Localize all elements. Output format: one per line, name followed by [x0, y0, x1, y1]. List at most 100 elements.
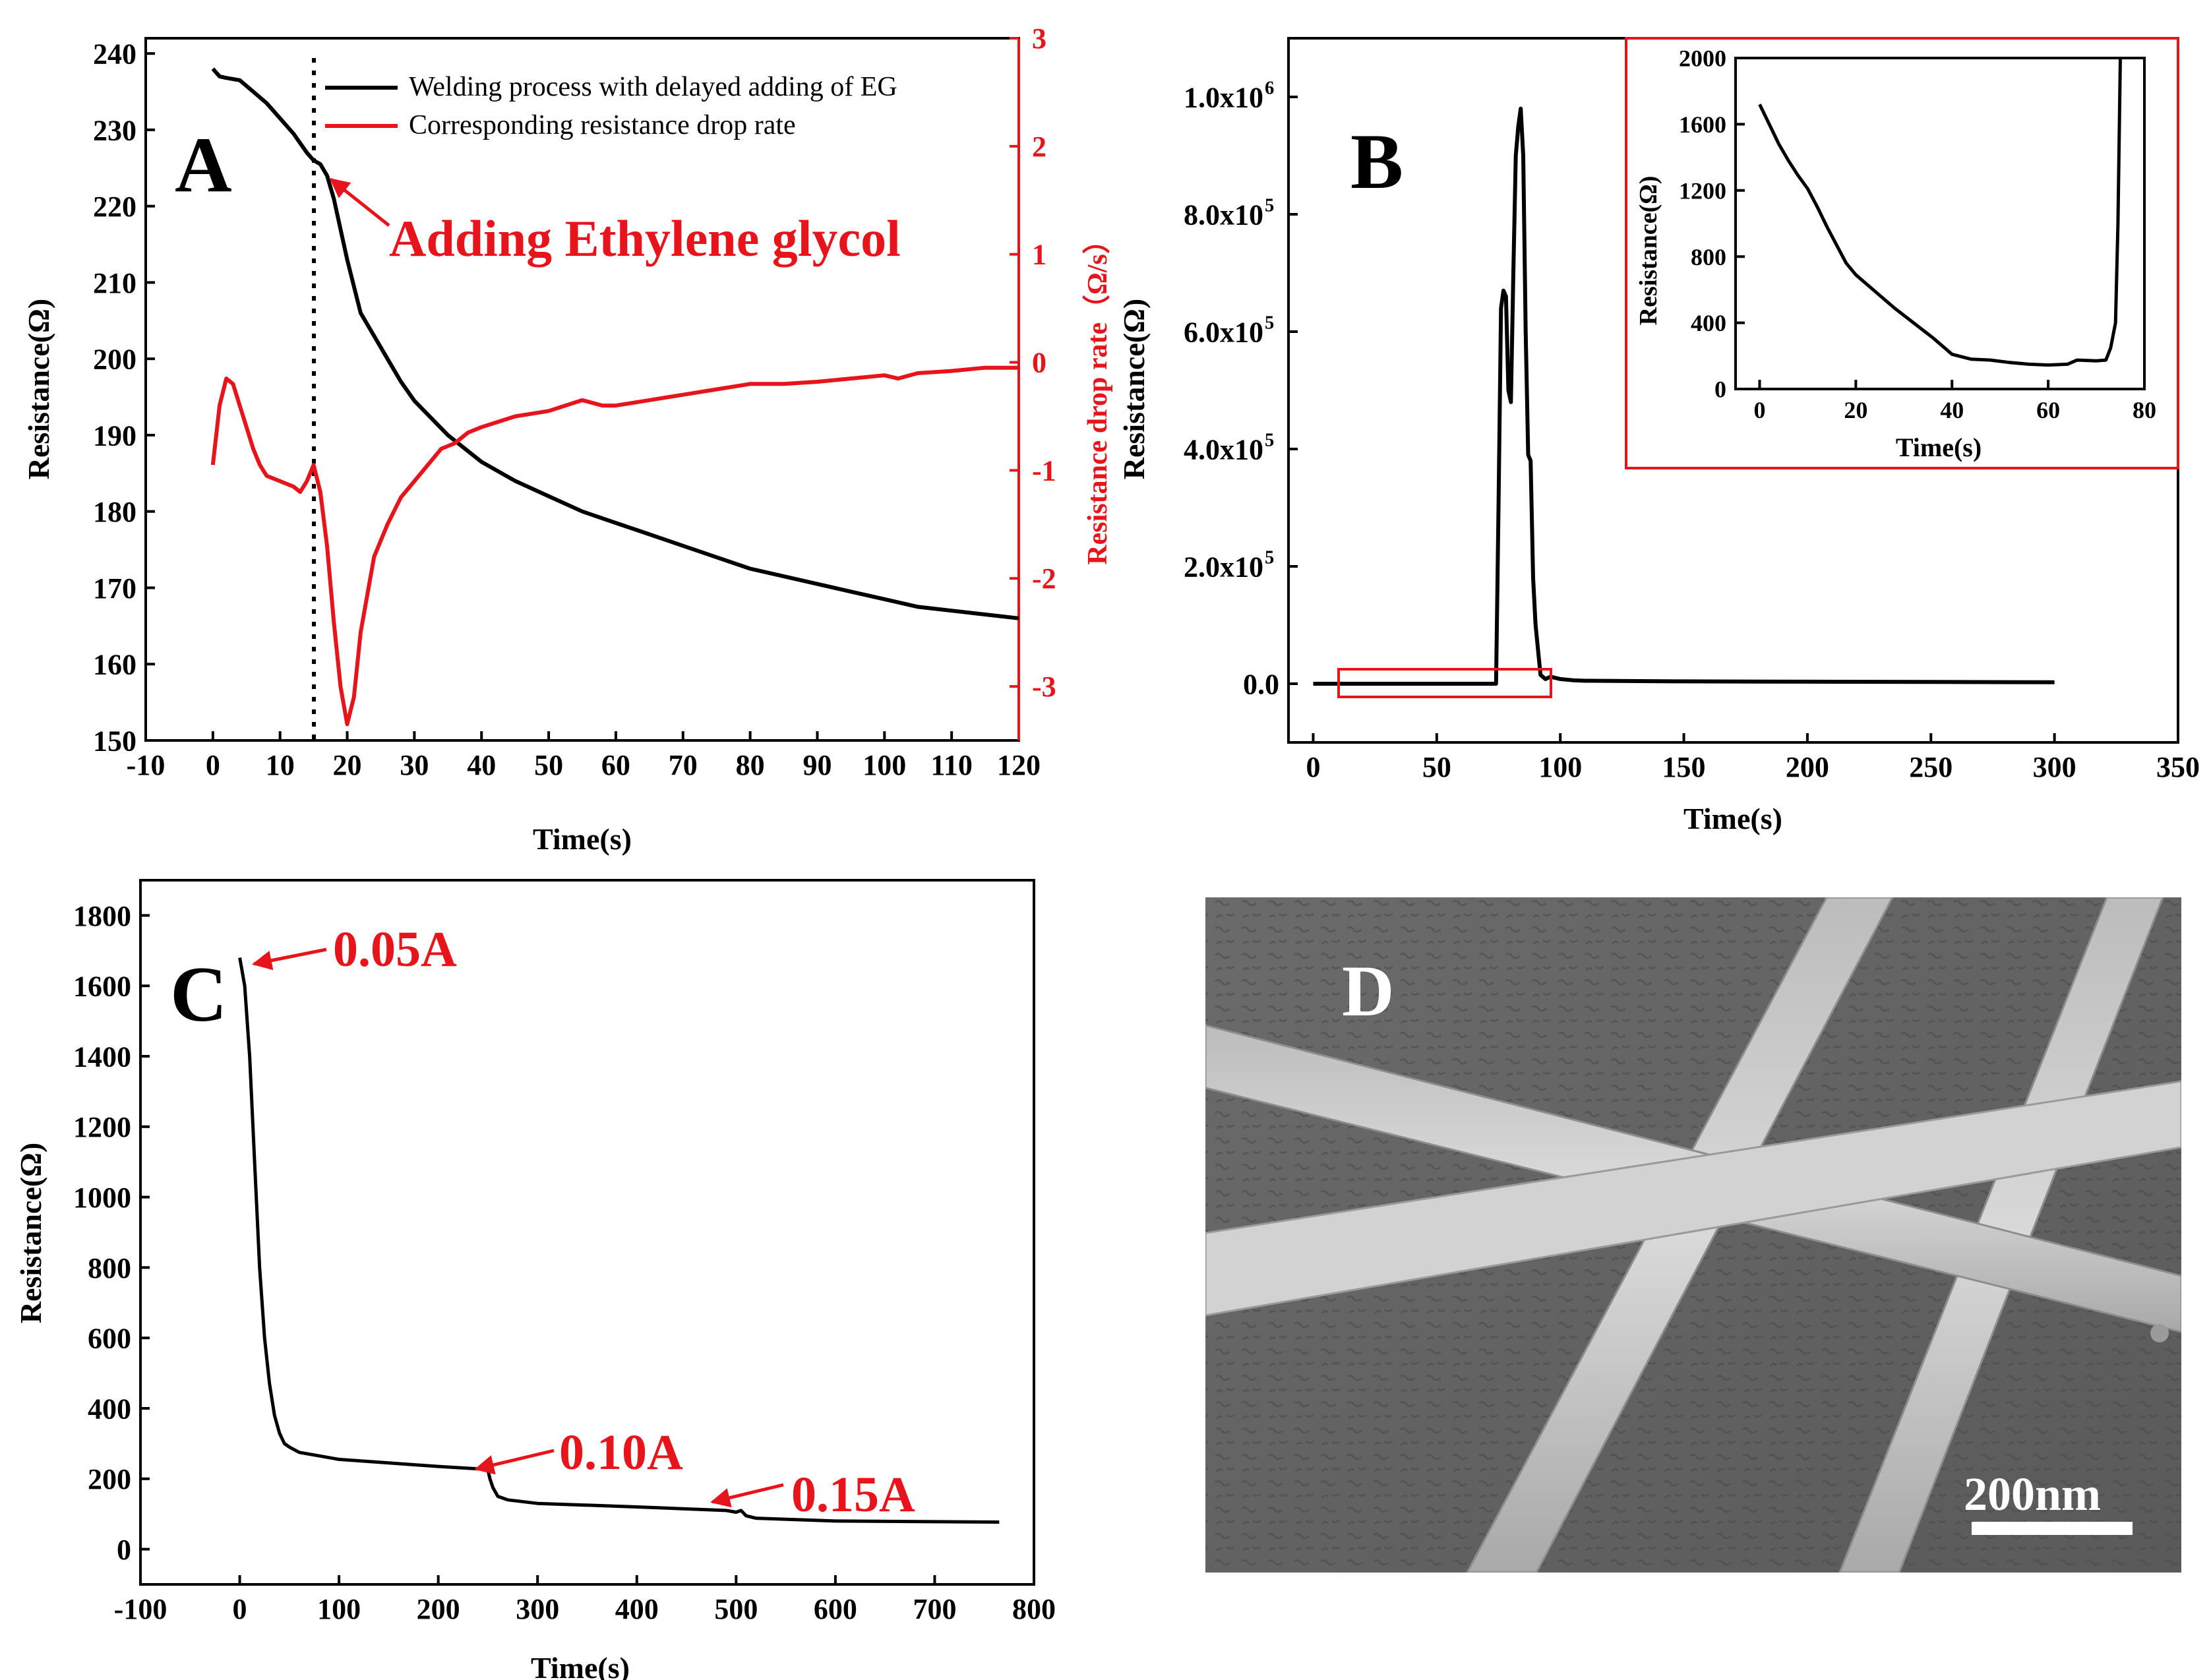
scale-bar — [1972, 1522, 2133, 1535]
inset-x-ticks: 0 20 40 60 80 — [1753, 380, 2156, 423]
inset-x-axis-label: Time(s) — [1896, 433, 1982, 462]
panel-c-y-tick-label: 1600 — [73, 971, 131, 1003]
panel-a-x-tick-label: 0 — [206, 749, 220, 781]
panel-a-x-tick-label: 120 — [997, 749, 1041, 781]
inset-y-tick-label: 800 — [1691, 244, 1726, 270]
panel-a-x-tick-label: 60 — [601, 749, 630, 781]
panel-c-y-tick-label: 800 — [88, 1252, 131, 1284]
inset-y-tick-label: 400 — [1691, 310, 1726, 336]
panel-a-label: A — [175, 121, 232, 208]
legend-label-drop-rate: Corresponding resistance drop rate — [409, 110, 796, 140]
panel-c-y-tick-label: 1200 — [73, 1111, 131, 1143]
annotation-010a: 0.10A — [559, 1425, 683, 1480]
inset-axes-frame — [1734, 57, 2146, 390]
panel-c-label: C — [170, 950, 227, 1038]
panel-d-sem-image: D 200nm — [1205, 897, 2181, 1573]
panel-b-y-tick-exponent: 6 — [1265, 78, 1274, 99]
panel-a-y-tick-label: 200 — [93, 344, 136, 376]
panel-a-y-tick-label: 220 — [93, 191, 136, 223]
panel-c-x-axis-label: Time(s) — [531, 1651, 630, 1680]
panel-a-legend: Welding process with delayed adding of E… — [325, 72, 897, 140]
annotation-arrow-005a — [252, 947, 327, 971]
panel-a-x-tick-label: 90 — [803, 749, 832, 781]
panel-a-y-tick-label: 180 — [93, 496, 136, 528]
panel-b-y-tick-label: 0.0 — [1243, 668, 1279, 700]
panel-b-x-tick-label: 350 — [2156, 751, 2200, 783]
panel-c-x-tick-label: -100 — [114, 1593, 167, 1625]
panel-c-x-tick-label: 700 — [913, 1593, 956, 1625]
inset-x-tick-label: 20 — [1844, 397, 1867, 423]
panel-a-annotation: Adding Ethylene glycol — [389, 210, 901, 267]
wire-end-bead — [2150, 1324, 2169, 1342]
panel-c-x-ticks: -100 0 100 200 300 400 500 600 700 800 — [114, 1575, 1056, 1625]
panel-b-y-ticks: 0.02.0x10 54.0x10 56.0x10 58.0x10 51.0x10 6 — [1184, 78, 1298, 700]
panel-b-y-tick-exponent: 5 — [1265, 196, 1274, 216]
panel-a-x-tick-label: 30 — [400, 749, 429, 781]
scale-bar-label: 200nm — [1964, 1468, 2101, 1520]
series-resistance-drop-rate — [210, 365, 1019, 727]
panel-a-series — [210, 67, 1019, 727]
panel-b-x-tick-label: 0 — [1306, 751, 1320, 783]
annotation-015a: 0.15A — [791, 1467, 915, 1522]
panel-a-x-tick-label: 100 — [863, 749, 906, 781]
inset-y-tick-label: 2000 — [1679, 45, 1726, 72]
panel-a-y2-tick-label: -2 — [1032, 562, 1056, 595]
panel-a-annotation-arrow — [329, 178, 390, 227]
panel-b-x-tick-label: 150 — [1662, 751, 1706, 783]
panel-b-x-axis-label: Time(s) — [1683, 802, 1782, 835]
inset-y-tick-label: 0 — [1714, 376, 1726, 403]
panel-c-x-tick-label: 300 — [516, 1593, 559, 1625]
panel-a-y2-ticks: -3 -2 -1 0 1 2 3 — [1010, 22, 1056, 740]
inset-y-axis-label: Resistance(Ω) — [1635, 176, 1662, 326]
series-resistance — [238, 957, 1000, 1524]
panel-a-y-tick-label: 150 — [93, 725, 136, 757]
legend-label-welding: Welding process with delayed adding of E… — [409, 72, 897, 102]
panel-c-y-tick-label: 600 — [88, 1323, 131, 1355]
series-welding-resistance — [211, 67, 1019, 620]
inset-y-ticks: 0 400 800 1200 1600 2000 — [1679, 45, 1745, 403]
annotation-arrow-010a — [474, 1449, 555, 1475]
panel-b-y-tick-label: 6.0x10 — [1184, 316, 1263, 348]
panel-b-y-tick-exponent: 5 — [1265, 548, 1274, 568]
inset-y-tick-label: 1600 — [1679, 111, 1726, 138]
panel-c-chart: -100 0 100 200 300 400 500 600 700 800 0 200 400 600… — [14, 879, 1056, 1680]
panel-b-x-ticks: 0 50 100 150 200 250 300 350 — [1306, 733, 2200, 783]
inset-series — [1758, 57, 2122, 367]
panel-a-x-tick-label: 50 — [534, 749, 563, 781]
annotation-005a: 0.05A — [333, 922, 457, 977]
panel-a-y-tick-label: 170 — [93, 572, 136, 605]
panel-a-x-tick-label: 10 — [266, 749, 295, 781]
inset-series-resistance — [1758, 57, 2122, 367]
panel-a-y2-tick-label: -3 — [1032, 671, 1056, 703]
panel-a-y-tick-label: 210 — [93, 267, 136, 299]
panel-b-y-tick-label: 1.0x10 — [1184, 81, 1263, 113]
panel-b-y-tick-exponent: 5 — [1265, 431, 1274, 451]
panel-a-x-tick-label: 80 — [736, 749, 765, 781]
panel-c-x-tick-label: 0 — [233, 1593, 247, 1625]
panel-c-x-tick-label: 100 — [317, 1593, 361, 1625]
panel-a-y2-tick-label: 2 — [1032, 131, 1046, 163]
panel-a-chart: -10 0 10 20 30 40 50 60 70 80 90 100 110 120 15016017… — [22, 22, 1113, 856]
panel-b-y-tick-label: 2.0x10 — [1184, 551, 1263, 583]
panel-b-series — [1313, 106, 2055, 686]
panel-a-y-axis-label: Resistance(Ω) — [22, 299, 55, 479]
series-resistance — [1313, 106, 2055, 686]
panel-a-y2-axis-label: Resistance drop rate（Ω/s） — [1082, 226, 1113, 564]
inset-y-tick-label: 1200 — [1679, 177, 1726, 204]
panel-a-x-tick-label: 40 — [467, 749, 496, 781]
panel-b-x-tick-label: 200 — [1786, 751, 1829, 783]
panel-b-x-tick-label: 50 — [1422, 751, 1451, 783]
panel-a-y-tick-label: 160 — [93, 649, 136, 681]
panel-b-y-axis-label: Resistance(Ω) — [1117, 299, 1151, 479]
panel-c-y-axis-label: Resistance(Ω) — [14, 1143, 47, 1323]
panel-b-inset: 0 20 40 60 80 0 400 800 1200 1600 2000 Time(s) Re… — [1635, 45, 2156, 462]
panel-a-y-ticks: 150 160 170 180 190 200 210 220 230 240 — [93, 38, 155, 757]
inset-x-tick-label: 0 — [1753, 397, 1765, 423]
panel-a-x-tick-label: 110 — [930, 749, 973, 781]
panel-b-x-tick-label: 100 — [1538, 751, 1582, 783]
panel-c-x-tick-label: 500 — [714, 1593, 758, 1625]
nanowire-4 — [1205, 1080, 2181, 1317]
panel-c-x-tick-label: 400 — [615, 1593, 659, 1625]
panel-a-y-tick-label: 190 — [93, 419, 136, 452]
